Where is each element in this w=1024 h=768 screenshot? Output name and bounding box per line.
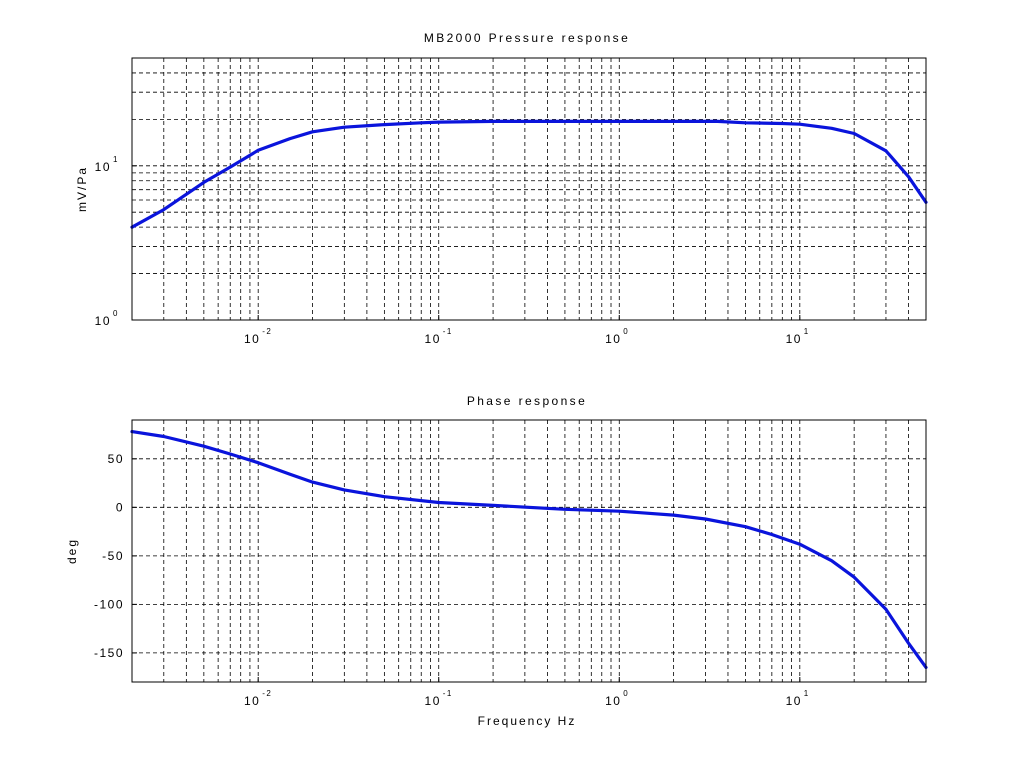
x-tick-exponent: -1 <box>443 689 453 698</box>
x-tick-exponent: 0 <box>623 327 629 336</box>
y-axis-label: deg <box>65 538 79 564</box>
y-tick-exponent: 1 <box>113 155 119 164</box>
y-tick-label: -100 <box>94 597 124 611</box>
y-tick-label: -50 <box>102 549 124 563</box>
x-tick-exponent: 1 <box>804 327 810 336</box>
x-tick-label: 10 <box>786 694 802 708</box>
y-tick-label: 10 <box>95 160 111 174</box>
grid <box>132 58 926 320</box>
y-axis-label: mV/Pa <box>75 166 89 212</box>
y-tick-label: 10 <box>95 314 111 328</box>
x-tick-label: 10 <box>244 694 260 708</box>
plot-frame <box>131 419 927 683</box>
x-tick-label: 10 <box>605 332 621 346</box>
series <box>130 430 928 670</box>
series-line <box>130 119 928 229</box>
y-tick-label: 50 <box>108 452 124 466</box>
chart-title: Phase response <box>467 394 587 408</box>
x-tick-exponent: -1 <box>443 327 453 336</box>
x-tick-label: 10 <box>786 332 802 346</box>
plot-frame <box>131 57 927 321</box>
series <box>130 119 928 229</box>
x-tick-label: 10 <box>244 332 260 346</box>
x-tick-label: 10 <box>425 694 441 708</box>
pressure-response-chart: MB2000 Pressure response mV/Pa 10-210-11… <box>75 31 928 346</box>
x-axis-label: Frequency Hz <box>478 714 577 728</box>
grid <box>132 420 926 682</box>
y-tick-label: -150 <box>94 646 124 660</box>
y-tick-labels: 50 0 -50 -100 -150 <box>94 452 137 660</box>
x-tick-exponent: -2 <box>262 327 272 336</box>
x-tick-label: 10 <box>425 332 441 346</box>
series-line <box>130 430 928 670</box>
x-tick-exponent: 1 <box>804 689 810 698</box>
y-tick-label: 0 <box>116 500 124 514</box>
x-tick-exponent: 0 <box>623 689 629 698</box>
phase-response-chart: Phase response deg Frequency Hz 10-210-1… <box>65 394 928 728</box>
y-tick-exponent: 0 <box>113 309 119 318</box>
x-tick-label: 10 <box>605 694 621 708</box>
x-tick-exponent: -2 <box>262 689 272 698</box>
chart-title: MB2000 Pressure response <box>424 31 630 45</box>
